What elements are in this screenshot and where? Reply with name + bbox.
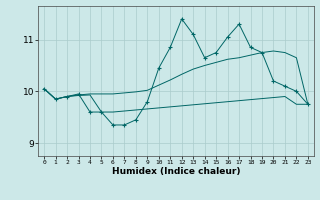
X-axis label: Humidex (Indice chaleur): Humidex (Indice chaleur): [112, 167, 240, 176]
